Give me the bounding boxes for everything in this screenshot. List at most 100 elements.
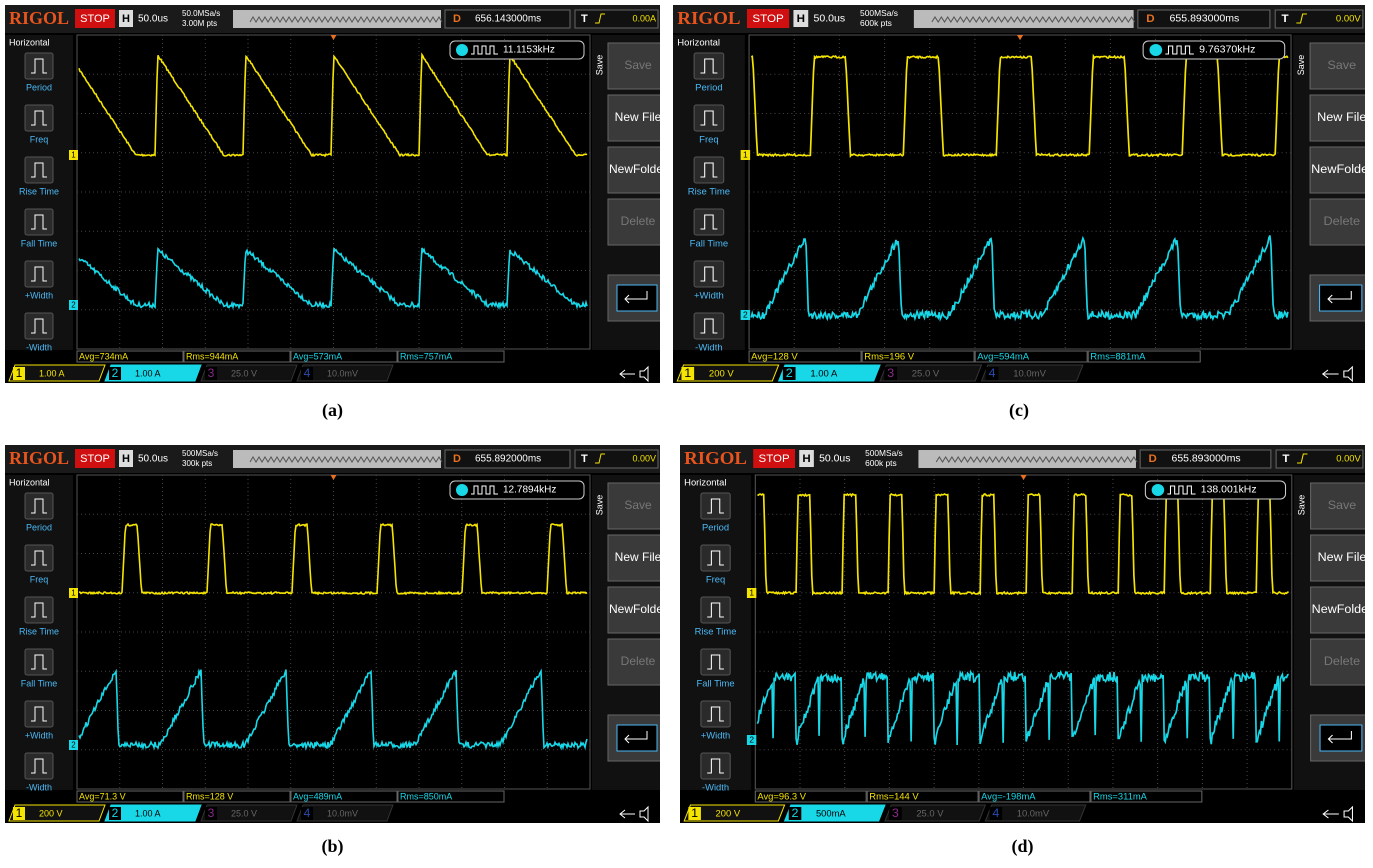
menu-icon: [25, 701, 53, 727]
channel-number: 2: [112, 806, 119, 820]
channel-marker-label: 1: [71, 589, 76, 598]
channel-number: 1: [16, 806, 23, 820]
timebase-label: H: [122, 13, 130, 25]
measurement: Rms=757mA: [400, 351, 452, 361]
menu-icon: [25, 157, 53, 183]
brand: RIGOL: [9, 448, 69, 468]
channel-number: 1: [691, 806, 698, 820]
caption: (d): [1012, 836, 1034, 857]
trigger-level: 0.00V: [1336, 454, 1361, 464]
trigger-label: T: [581, 453, 588, 465]
status: STOP: [759, 453, 790, 465]
return-inner: [1320, 285, 1362, 311]
timebase-label: H: [797, 13, 805, 25]
trigger-label: T: [1282, 13, 1289, 25]
channel-number: 2: [112, 366, 119, 380]
background: [673, 5, 1365, 383]
channel-marker-label: 1: [749, 589, 754, 598]
channel-number: 4: [992, 806, 999, 820]
menu-item: -Width: [26, 342, 52, 352]
channel-scale: 10.0mV: [327, 368, 358, 378]
menu-icon: [701, 493, 730, 519]
channel-number: 2: [792, 806, 799, 820]
menu-item: -Width: [695, 343, 722, 353]
menu-item: Fall Time: [690, 239, 729, 249]
menu-icon: [701, 597, 730, 623]
return-inner: [1320, 725, 1362, 751]
measurement: Rms=311mA: [1093, 792, 1148, 802]
background: [680, 445, 1365, 823]
measurement: Rms=128 V: [186, 791, 233, 801]
menu-icon: [25, 261, 53, 287]
menu-item: Period: [26, 82, 52, 92]
menu-item: -Width: [26, 782, 52, 792]
channel-scale: 10.0mV: [327, 808, 358, 818]
channel-number: 3: [208, 366, 215, 380]
menu-item: Rise Time: [688, 187, 730, 197]
menu-icon: [25, 597, 53, 623]
measurement: Rms=850mA: [400, 791, 452, 801]
menu-icon: [25, 649, 53, 675]
menu-button-label: Save: [624, 498, 652, 512]
measurement: Avg=734mA: [79, 351, 128, 361]
status: STOP: [80, 13, 110, 25]
measurement: Avg=594mA: [977, 352, 1030, 362]
return-inner: [617, 725, 657, 751]
save-title: Save: [1297, 495, 1307, 515]
menu-item: Rise Time: [695, 627, 737, 637]
timebase-label: H: [802, 453, 810, 465]
menu-icon: [25, 753, 53, 779]
menu-item: Period: [702, 523, 729, 533]
delay-label: D: [1149, 453, 1157, 465]
trigger-level: 0.00V: [1336, 14, 1362, 24]
channel-scale: 1.00 A: [135, 368, 161, 378]
menu-item: Fall Time: [21, 238, 58, 248]
timebase: 50.0us: [138, 454, 168, 465]
sample-rate: 500MSa/s: [860, 9, 898, 18]
channel-scale: 200 V: [709, 369, 735, 379]
delay-label: D: [453, 13, 461, 25]
frequency: 138.001kHz: [1201, 485, 1257, 496]
brand: RIGOL: [9, 8, 69, 28]
menu-button-label: Save: [1327, 58, 1356, 72]
timebase: 50.0us: [819, 454, 850, 465]
menu-title: Horizontal: [9, 37, 50, 47]
menu-item: Freq: [706, 575, 725, 585]
measurement: Avg=573mA: [293, 351, 342, 361]
trigger-level: 0.00V: [632, 453, 656, 463]
delay-label: D: [453, 453, 461, 465]
save-title: Save: [594, 55, 604, 76]
figure: RIGOLSTOPH50.0us50.0MSa/s3.00M ptsD656.1…: [0, 0, 1373, 863]
menu-button-label: NewFolder: [609, 162, 667, 176]
memory-depth: 3.00M pts: [182, 19, 217, 28]
menu-item: Freq: [30, 134, 49, 144]
page: RIGOLSTOPH50.0us50.0MSa/s3.00M ptsD656.1…: [0, 0, 1373, 863]
frequency: 11.1153kHz: [503, 45, 555, 56]
caption: (c): [1009, 400, 1029, 421]
frequency-channel: [1149, 44, 1162, 56]
channel-number: 4: [989, 366, 996, 380]
menu-item: -Width: [702, 783, 729, 793]
channel-marker-label: 2: [71, 741, 76, 750]
channel-scale: 1.00 A: [39, 368, 65, 378]
channel-marker-label: 2: [749, 736, 754, 745]
menu-item: +Width: [25, 290, 53, 300]
menu-button-label: Delete: [621, 654, 656, 668]
menu-item: +Width: [694, 291, 724, 301]
channel-number: 4: [304, 806, 311, 820]
menu-button-label: New File: [615, 550, 662, 564]
menu-item: Period: [26, 522, 52, 532]
menu-item: Freq: [30, 574, 49, 584]
menu-item: Fall Time: [697, 679, 735, 689]
channel-number: 3: [892, 806, 899, 820]
channel-scale: 25.0 V: [231, 368, 257, 378]
measurement: Avg=128 V: [751, 352, 798, 362]
menu-item: Rise Time: [19, 626, 59, 636]
menu-title: Horizontal: [9, 477, 50, 487]
sample-rate: 50.0MSa/s: [182, 9, 220, 18]
channel-marker-label: 2: [71, 301, 76, 310]
channel-scale: 10.0mV: [1013, 369, 1047, 379]
channel-scale: 10.0mV: [1017, 809, 1050, 819]
menu-icon: [694, 313, 724, 339]
menu-title: Horizontal: [677, 38, 720, 48]
